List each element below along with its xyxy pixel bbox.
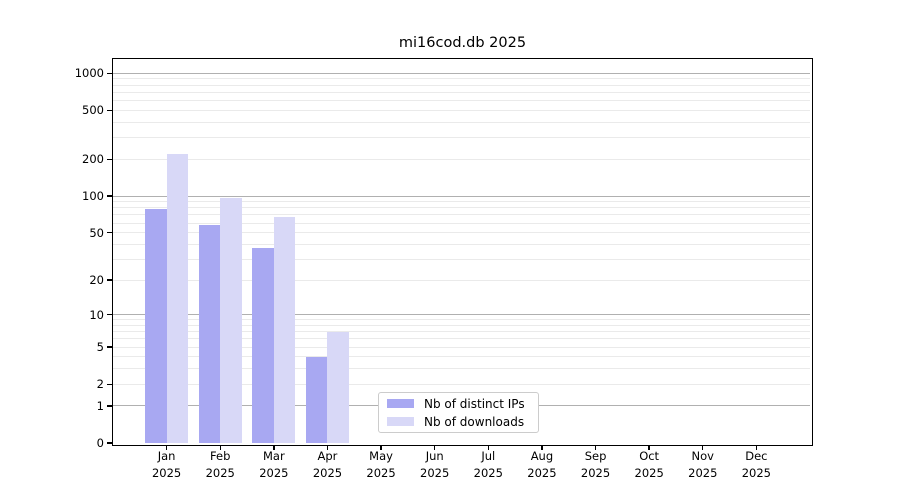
y-tick-500: [107, 109, 112, 112]
gridline-minor-400: [113, 121, 810, 123]
bar-downloads-apr: [327, 331, 349, 443]
y-tick-100: [107, 195, 112, 197]
gridline-minor-2: [113, 383, 810, 385]
x-tick-label-jan: Jan 2025: [151, 449, 182, 480]
gridline-minor-7: [113, 331, 810, 333]
y-tick-label-0: 0: [96, 436, 104, 450]
gridline-minor-800: [113, 84, 810, 86]
gridline-minor-900: [113, 78, 810, 80]
x-tick-label-mar: Mar 2025: [259, 449, 289, 480]
x-tick-label-jul: Jul 2025: [473, 449, 503, 480]
gridline-major-10: [113, 314, 810, 316]
y-tick-label-50: 50: [89, 225, 104, 240]
y-tick-label-1000: 1000: [74, 66, 104, 81]
y-tick-label-10: 10: [89, 307, 104, 322]
x-tick-label-may: May 2025: [366, 449, 396, 480]
gridline-minor-6: [113, 338, 810, 340]
x-tick-7: [487, 445, 489, 450]
x-tick-6: [433, 445, 436, 450]
x-tick-10: [648, 445, 650, 450]
gridline-minor-20: [113, 279, 810, 281]
y-tick-10: [107, 314, 112, 316]
x-tick-11: [702, 445, 704, 450]
legend-swatch-ips: [387, 399, 414, 408]
bar-downloads-jan: [166, 154, 189, 443]
plot-area: 0 1 2 5 10 20 50 100 200 500 1000 Jan 2025 Feb 2025 M…: [75, 58, 813, 480]
y-tick-label-500: 500: [82, 103, 104, 118]
x-tick-12: [755, 445, 758, 450]
x-tick-3: [273, 445, 275, 450]
bar-downloads-mar: [273, 217, 296, 443]
x-tick-1: [165, 445, 168, 450]
legend-label-downloads: Nb of downloads: [424, 414, 525, 429]
gridline-minor-40: [113, 243, 810, 245]
y-tick-label-5: 5: [96, 340, 104, 355]
bar-ips-feb: [198, 224, 221, 443]
x-tick-label-nov: Nov 2025: [688, 449, 718, 480]
y-tick-label-100: 100: [82, 189, 104, 204]
gridline-minor-50: [113, 232, 810, 234]
gridline-minor-500: [113, 109, 810, 111]
x-tick-5: [380, 445, 382, 450]
gridline-minor-4: [113, 356, 810, 358]
y-tick-1000: [107, 72, 112, 75]
gridline-minor-9: [113, 319, 810, 321]
y-tick-label-20: 20: [89, 273, 104, 288]
legend: Nb of distinct IPs Nb of downloads: [378, 392, 539, 433]
y-tick-50: [107, 231, 112, 234]
gridline-major-1000: [113, 72, 810, 74]
y-tick-0: [107, 442, 112, 444]
gridline-major-100: [113, 195, 810, 197]
y-tick-20: [107, 279, 112, 281]
plot-inner: 0 1 2 5 10 20 50 100 200 500 1000 Jan 2025 Feb 2025 M…: [75, 59, 812, 480]
x-tick-label-sep: Sep 2025: [580, 449, 611, 480]
y-tick-label-200: 200: [82, 152, 104, 167]
gridline-minor-700: [113, 91, 810, 93]
y-tick-2: [107, 383, 112, 385]
x-tick-label-feb: Feb 2025: [205, 449, 235, 480]
gridline-minor-90: [113, 201, 810, 203]
x-tick-label-aug: Aug 2025: [527, 449, 557, 480]
y-tick-1: [107, 405, 112, 407]
bar-ips-apr: [305, 356, 328, 443]
gridline-minor-200: [113, 158, 810, 160]
x-tick-label-dec: Dec 2025: [741, 449, 772, 480]
chart-title: mi16cod.db 2025: [398, 35, 527, 51]
x-tick-label-jun: Jun 2025: [420, 449, 450, 480]
x-tick-9: [594, 445, 597, 450]
legend-item-downloads: Nb of downloads: [379, 415, 538, 429]
y-tick-label-1: 1: [96, 398, 104, 413]
y-tick-200: [107, 158, 112, 160]
legend-label-ips: Nb of distinct IPs: [424, 396, 525, 411]
legend-item-distinct-ips: Nb of distinct IPs: [379, 397, 538, 411]
legend-swatch-downloads: [387, 417, 414, 426]
y-tick-5: [107, 346, 112, 348]
x-tick-label-apr: Apr 2025: [312, 449, 343, 480]
bar-ips-jan: [145, 209, 167, 443]
gridline-minor-600: [113, 100, 810, 102]
gridline-minor-80: [113, 207, 810, 209]
x-tick-4: [326, 445, 329, 450]
x-tick-label-oct: Oct 2025: [634, 449, 664, 480]
gridline-minor-3: [113, 368, 810, 370]
x-tick-8: [541, 445, 543, 450]
y-tick-label-2: 2: [96, 377, 104, 392]
gridline-minor-70: [113, 214, 810, 216]
gridline-minor-5: [113, 346, 810, 348]
x-tick-2: [219, 445, 221, 450]
bar-ips-mar: [252, 248, 274, 443]
bar-downloads-feb: [220, 197, 242, 443]
gridline-minor-60: [113, 222, 810, 224]
gridline-minor-8: [113, 324, 810, 326]
gridline-minor-300: [113, 137, 810, 139]
gridline-minor-30: [113, 258, 810, 260]
